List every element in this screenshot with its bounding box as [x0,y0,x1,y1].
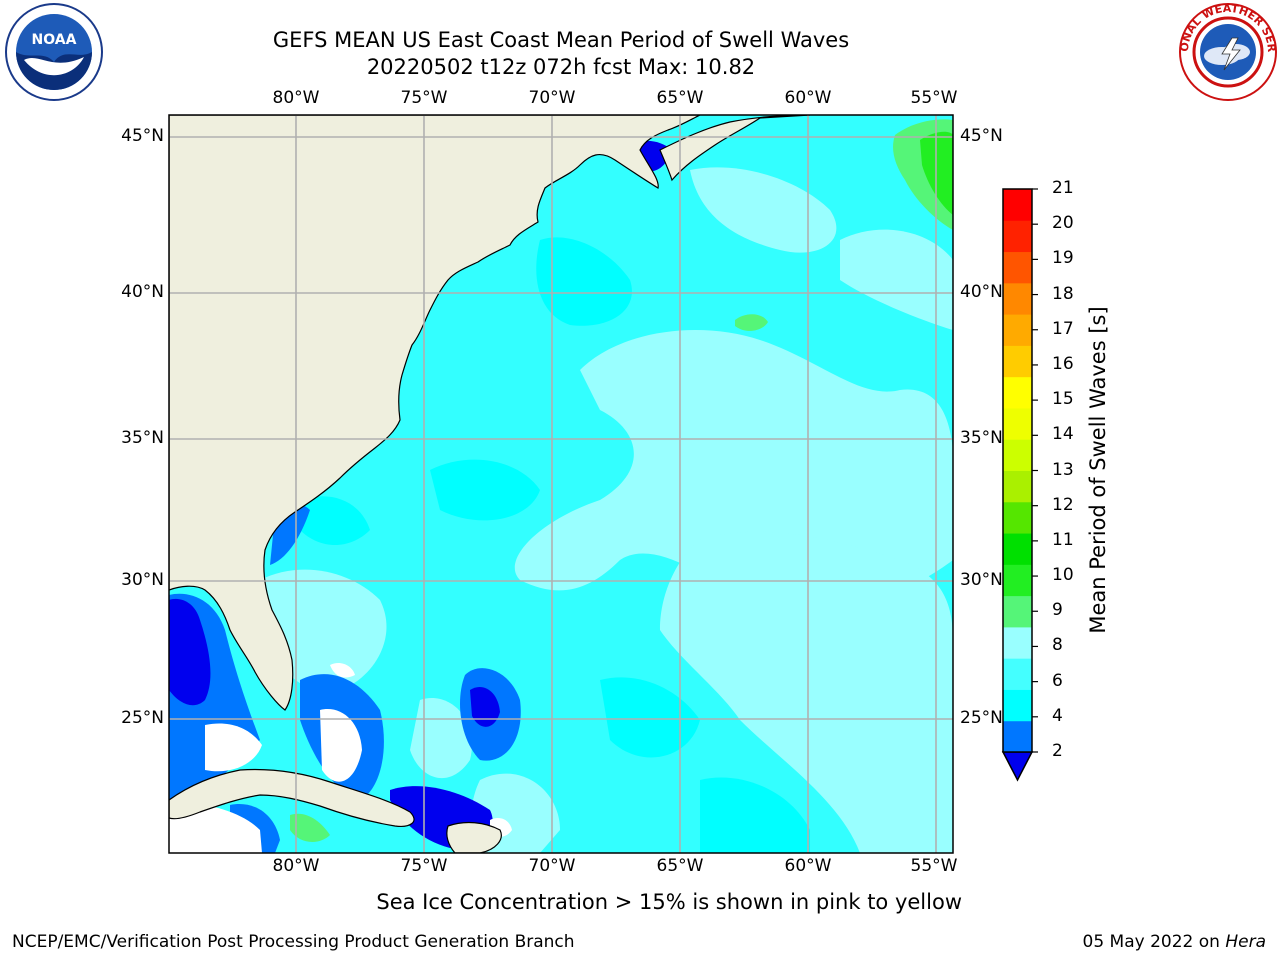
colorbar-swatch [1003,533,1032,565]
colorbar-swatch [1003,376,1032,409]
noaa-logo-text: NOAA [32,32,77,48]
land-north-america [169,115,701,711]
colorbar-tick-label: 12 [1052,494,1074,515]
lon-label-bottom: 65°W [656,856,704,876]
colorbar-swatch [1003,626,1032,659]
swell-region-2s [169,598,211,706]
nws-logo-icon: NATIONAL WEATHER SERVICE [1178,2,1278,101]
lat-label-left: 45°N [121,126,164,146]
lat-label-left: 35°N [121,428,164,448]
colorbar-tick-label: 16 [1052,353,1074,374]
colorbar-swatch [1003,720,1032,753]
colorbar [1001,188,1038,782]
lon-label-bottom: 55°W [910,856,958,876]
colorbar-tick-label: 14 [1052,424,1074,445]
colorbar-swatch [1003,470,1032,503]
lon-label-top: 65°W [656,88,704,108]
map-gridlines [169,115,953,853]
map-frame [168,114,954,854]
colorbar-tick-label: 15 [1052,389,1074,410]
machine-name: Hera [1225,932,1266,952]
colorbar-tick-label: 11 [1052,529,1074,550]
colorbar-tick-label: 20 [1052,213,1074,234]
colorbar-swatch [1003,564,1032,597]
run-date: 05 May 2022 on Hera [1083,932,1267,952]
colorbar-tick-label: 17 [1052,318,1074,339]
lat-label-right: 35°N [960,428,1003,448]
land-nova-scotia [659,115,811,182]
colorbar-swatch [1003,251,1032,284]
lon-label-top: 55°W [910,88,958,108]
colorbar-swatch [1003,189,1032,221]
colorbar-extend-min [1001,751,1034,782]
no-data-region [205,723,262,772]
colorbar-tick-label: 4 [1052,705,1063,726]
producer-credit: NCEP/EMC/Verification Post Processing Pr… [12,932,575,952]
colorbar-tick-label: 19 [1052,248,1074,269]
run-date-text: 05 May 2022 on [1082,932,1220,952]
lon-label-top: 80°W [272,88,320,108]
colorbar-swatch [1003,658,1032,690]
lat-label-left: 40°N [121,282,164,302]
chart-subtitle: 20220502 t12z 072h fcst Max: 10.82 [366,55,756,79]
colorbar-swatch [1003,595,1032,628]
lat-label-left: 25°N [121,708,164,728]
colorbar-label: Mean Period of Swell Waves [s] [1086,306,1110,634]
map-field [169,115,953,853]
colorbar-tick-label: 2 [1052,741,1063,761]
colorbar-tick-label: 13 [1052,459,1074,480]
colorbar-tick-label: 9 [1052,600,1063,621]
lat-label-right: 45°N [960,126,1003,146]
colorbar-swatch [1003,282,1032,315]
lat-label-right: 30°N [960,570,1003,590]
lat-label-left: 30°N [121,570,164,590]
colorbar-tick-label: 6 [1052,670,1063,691]
sea-ice-note: Sea Ice Concentration > 15% is shown in … [376,890,962,914]
colorbar-tick-label: 18 [1052,283,1074,304]
lon-label-top: 60°W [784,88,832,108]
lon-label-bottom: 60°W [784,856,832,876]
lon-label-top: 70°W [528,88,576,108]
colorbar-tick-label: 8 [1052,635,1063,656]
land-cuba [169,768,415,827]
colorbar-swatch [1003,220,1032,253]
lat-label-right: 40°N [960,282,1003,302]
colorbar-tick-label: 10 [1052,565,1074,586]
colorbar-swatch [1003,501,1032,534]
colorbar-swatch [1003,689,1032,722]
colorbar-swatch [1003,407,1032,440]
land-hispaniola [446,821,502,853]
colorbar-swatch [1003,314,1032,346]
lon-label-bottom: 70°W [528,856,576,876]
swell-region-6s [536,237,632,326]
colorbar-tick-label: 21 [1052,178,1074,198]
lat-label-right: 25°N [960,708,1003,728]
colorbar-swatch [1003,439,1032,471]
lon-label-bottom: 75°W [400,856,448,876]
lon-label-bottom: 80°W [272,856,320,876]
colorbar-swatch [1003,345,1032,378]
noaa-logo-icon: NOAA [5,3,103,101]
lon-label-top: 75°W [400,88,448,108]
chart-title: GEFS MEAN US East Coast Mean Period of S… [272,28,850,52]
